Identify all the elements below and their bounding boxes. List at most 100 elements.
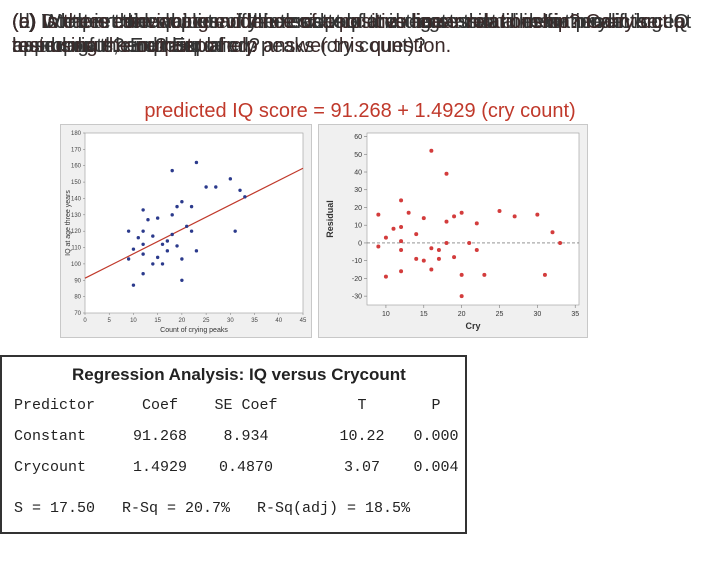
row-crycount-t: 3.07 [343, 459, 381, 476]
scatter-point [185, 224, 189, 228]
y-tick-label: 60 [354, 134, 362, 141]
scatter-point [160, 242, 165, 246]
row-constant-predictor: Constant [14, 428, 87, 445]
residual-point [414, 232, 419, 237]
y-tick-label: 40 [354, 170, 362, 177]
scatter-point [189, 204, 194, 209]
y-axis-label: Residual [325, 200, 335, 238]
y-tick-label: 70 [74, 311, 81, 317]
y-tick-label: 100 [71, 262, 82, 268]
x-tick-label: 40 [275, 318, 282, 324]
row-crycount-coef: 1.4929 [132, 459, 188, 476]
residual-point [444, 171, 449, 176]
y-tick-label: 80 [74, 295, 81, 301]
residual-point [376, 212, 381, 217]
header-predictor: Predictor [14, 397, 96, 414]
y-axis-label: IQ at age three years [65, 190, 72, 256]
row-crycount-predictor: Crycount [14, 459, 87, 476]
x-tick-label: 0 [83, 318, 87, 324]
x-tick-label: 35 [251, 318, 258, 324]
residual-point [414, 256, 419, 261]
x-tick-label: 20 [458, 311, 466, 318]
scatter-point [170, 168, 174, 173]
residual-point [421, 258, 426, 263]
scatter-point [165, 239, 170, 243]
residual-point [399, 248, 404, 253]
x-tick-label: 25 [496, 311, 504, 318]
y-tick-label: 130 [71, 213, 82, 219]
scatter-point [165, 249, 170, 253]
scatterplot: 180 170 160 150 140 130 120 110 100 90 80 70 0 5 10 15 2… [60, 124, 312, 338]
residual-point [429, 267, 434, 272]
x-axis-label: Cry [465, 321, 480, 331]
residual-point [474, 248, 479, 253]
residual-point [399, 224, 404, 229]
scatter-point [228, 177, 233, 181]
residual-point [459, 272, 464, 277]
y-tick-label: 140 [71, 196, 82, 202]
residual-point [482, 272, 487, 277]
residual-point [497, 209, 502, 214]
x-tick-label: 5 [108, 318, 112, 324]
scatter-point [204, 185, 208, 189]
header-t: T [357, 397, 367, 414]
header-se-coef: SE Coef [214, 397, 278, 414]
x-tick-label: 30 [533, 311, 541, 318]
x-tick-label: 10 [130, 318, 137, 324]
y-tick-label: 50 [354, 152, 362, 159]
y-tick-label: -10 [352, 258, 362, 265]
residual-point [444, 240, 449, 245]
y-tick-label: -20 [352, 276, 362, 283]
row-constant-t: 10.22 [339, 428, 385, 445]
scatter-point [180, 257, 184, 261]
x-axis-label: Count of crying peaks [160, 327, 228, 334]
y-tick-label: 90 [74, 278, 81, 284]
residual-point [436, 256, 441, 261]
residual-point [459, 210, 464, 215]
table-row: Constant 91.268 8.934 10.22 0.000 [14, 428, 469, 448]
table-header-row: Predictor Coef SE Coef T P [14, 397, 469, 417]
residual-point [391, 226, 396, 231]
question-text-e: (e) Is there convincing evidence of a po… [12, 11, 685, 57]
scatterplot-svg: 180 170 160 150 140 130 120 110 100 90 80 700 5 10 15 2… [65, 131, 307, 334]
x-tick-label: 25 [203, 318, 210, 324]
residual-point [452, 214, 457, 219]
scatter-point [146, 218, 150, 222]
residual-plot-svg: 60 50 40 30 20 10 0 -10 -20 -30 10 15 20 25 30 35 Residu… [325, 132, 580, 331]
scatter-point [151, 262, 155, 266]
question-text-a: (a) What is the equation of the least-sq… [12, 11, 690, 57]
x-tick-label: 15 [420, 311, 428, 318]
table-row: Crycount 1.4929 0.4870 3.07 0.004 [14, 459, 469, 479]
residual-point [383, 274, 388, 279]
y-tick-label: 170 [71, 147, 82, 153]
residual-point [406, 210, 411, 215]
scatter-point [180, 200, 184, 204]
scatter-point [238, 188, 242, 192]
scatter-point [175, 244, 179, 248]
scatter-point [160, 262, 165, 266]
y-tick-label: 180 [71, 131, 82, 137]
row-constant-coef: 91.268 [132, 428, 188, 445]
x-tick-label: 20 [179, 318, 186, 324]
residual-point [467, 240, 472, 245]
y-tick-label: 150 [71, 180, 82, 186]
residual-point [399, 269, 404, 274]
row-constant-p: 0.000 [413, 428, 459, 445]
y-tick-label: -30 [352, 294, 362, 301]
x-tick-label: 10 [382, 311, 390, 318]
residual-point [383, 235, 388, 240]
scatter-point [141, 242, 145, 246]
residual-point [421, 216, 426, 221]
y-tick-label: 10 [354, 223, 362, 230]
residual-point [512, 214, 517, 219]
scatter-point [180, 278, 184, 282]
scatter-point [155, 255, 160, 260]
scatter-point [141, 229, 145, 233]
scatter-point [233, 229, 237, 233]
y-tick-label: 30 [354, 187, 362, 194]
question-text-b: (b) Interpret the slope and y-intercept … [12, 11, 692, 57]
scatter-point [126, 257, 131, 261]
regression-title: Regression Analysis: IQ versus Crycount [72, 365, 406, 384]
scatter-point [189, 229, 194, 233]
y-tick-label: 0 [358, 240, 362, 247]
